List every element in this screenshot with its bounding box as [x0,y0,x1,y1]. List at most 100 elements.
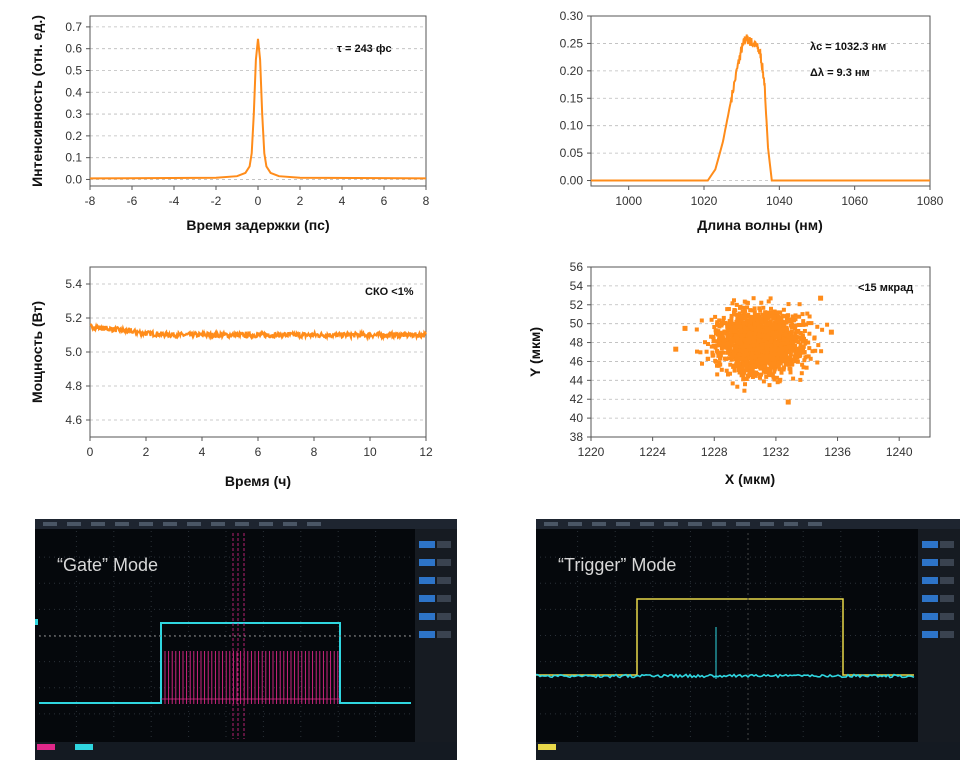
scatter-point [729,329,734,334]
scatter-point [740,359,745,364]
scatter-point [738,331,743,336]
scatter-point [775,380,780,385]
scatter-point [776,332,781,337]
y-tick-label: 5.4 [65,277,82,291]
scatter-point [798,342,803,347]
scatter-point [815,360,820,365]
scatter-point [763,355,767,359]
scatter-point [789,329,794,334]
scatter-point [726,372,730,377]
scatter-point [731,338,736,343]
scatter-point [745,330,750,335]
scatter-point [752,335,757,340]
scatter-point [735,384,740,389]
scatter-point [780,350,785,355]
scatter-point [756,333,761,338]
scatter-point [768,357,773,362]
scatter-point [703,340,707,345]
x-tick-label: 8 [311,445,318,459]
scatter-point [768,319,773,324]
scatter-point [793,359,798,364]
x-tick-label: -6 [127,194,138,208]
x-tick-label: 1020 [691,194,718,208]
y-tick-label: 38 [570,430,584,444]
scatter-point [757,360,761,365]
scatter-point [725,324,730,329]
panel-button [437,631,451,638]
scatter-point [801,344,806,349]
scope-status-bar [35,742,457,760]
panel-button [437,613,451,620]
scatter-point [769,347,774,352]
scatter-point [734,312,739,317]
scatter-point [764,374,769,379]
scatter-point [744,350,749,355]
scatter-point [810,349,815,354]
scatter-point [719,367,724,372]
scatter-point [797,335,802,340]
scatter-point [711,344,716,348]
scatter-point [735,338,740,343]
scatter-point [729,313,734,318]
scatter-point [780,319,785,324]
scatter-point [788,359,793,364]
channel-indicator [37,744,55,750]
scatter-point [745,352,750,357]
scatter-point [789,331,794,336]
scatter-point [780,313,785,318]
y-tick-label: 0.25 [560,36,584,50]
scatter-point [735,364,740,369]
scatter-point [790,322,795,327]
scatter-point [747,340,751,345]
scatter-point [747,335,752,340]
scatter-point [763,318,768,323]
x-tick-label: 6 [255,445,262,459]
x-axis-label: Время (ч) [225,473,291,489]
scatter-point [771,333,775,338]
y-tick-label: 0.05 [560,146,584,160]
scatter-point [729,357,734,362]
scatter-point [706,356,711,361]
scatter-point [797,314,802,319]
y-tick-label: 4.8 [65,379,82,393]
scatter-point [743,309,748,314]
scatter-point [724,368,729,373]
scatter-point [755,371,759,376]
scatter-point [807,346,812,351]
scatter-point [747,369,752,374]
scatter-point [727,356,732,361]
scatter-point [788,370,793,375]
x-tick-label: 12 [419,445,433,459]
scatter-point [777,335,782,340]
x-tick-label: 8 [423,194,430,208]
scatter-point [761,338,766,343]
scatter-point [774,375,779,380]
scatter-point [800,339,805,344]
scatter-point [766,299,771,304]
scatter-point [741,331,746,336]
scatter-point [728,345,733,350]
scatter-point [797,302,802,307]
scatter-point [786,333,791,338]
scatter-point [749,353,754,358]
scatter-point [718,356,722,361]
toolbar-button [259,522,273,526]
y-tick-label: 48 [570,336,584,350]
scatter-point [767,371,771,376]
y-tick-label: 0.20 [560,64,584,78]
scatter-point [790,362,795,367]
scatter-point [753,331,758,336]
scatter-point [756,312,761,317]
scatter-point [749,325,754,330]
y-tick-label: 0.7 [65,20,82,34]
scatter-point [792,318,796,323]
scatter-point [799,371,804,376]
panel-button [922,613,938,620]
scatter-point [745,305,750,310]
scatter-point [786,319,791,324]
scatter-point [778,331,783,336]
scatter-point [743,357,748,362]
annotation: λc = 1032.3 нм [810,41,886,53]
channel-marker [35,619,38,625]
scatter-point [711,336,716,341]
